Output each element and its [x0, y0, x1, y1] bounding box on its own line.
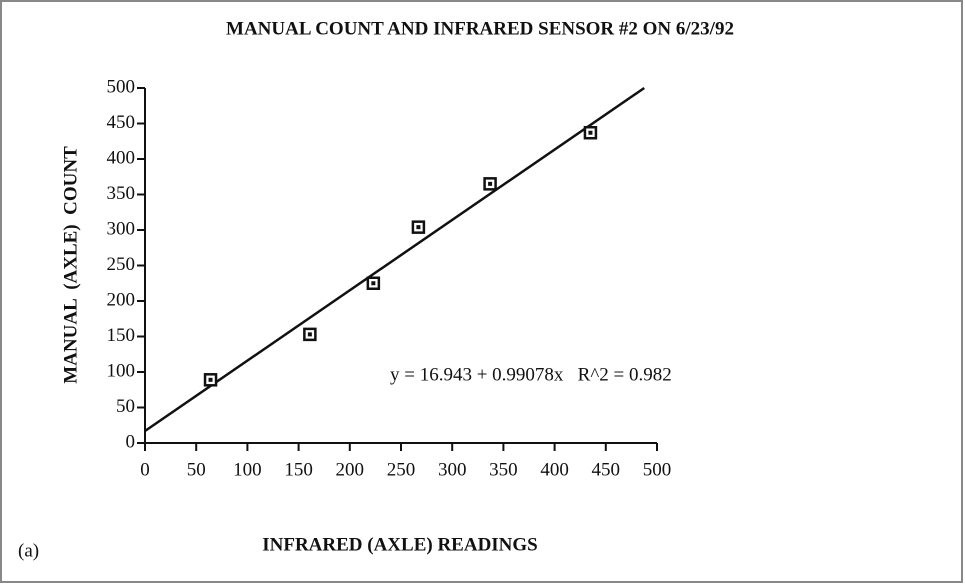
x-tick-label: 500: [643, 459, 672, 480]
x-tick-label: 450: [592, 459, 621, 480]
panel-label: (a): [18, 540, 39, 561]
y-tick-label: 200: [107, 289, 136, 310]
y-tick-label: 100: [107, 360, 136, 381]
x-tick-label: 0: [140, 459, 150, 480]
x-tick-label: 350: [489, 459, 518, 480]
y-axis-label: MANUAL (AXLE) COUNT: [60, 146, 81, 384]
point: [583, 125, 598, 140]
point-dot: [371, 281, 376, 286]
y-tick-label: 50: [116, 396, 135, 417]
point-dot: [208, 377, 213, 382]
y-tick-label: 250: [107, 254, 136, 275]
y-tick-label: 350: [107, 183, 136, 204]
point-dot: [416, 225, 421, 230]
x-tick-label: 250: [387, 459, 416, 480]
x-axis-label: INFRARED (AXLE) READINGS: [262, 534, 538, 555]
point-dot: [588, 130, 593, 135]
point: [203, 373, 218, 387]
annotation: y = 16.943 + 0.99078x R^2 = 0.982: [390, 364, 672, 385]
y-tick-label: 150: [107, 325, 136, 346]
y-tick-label: 500: [107, 76, 136, 97]
point-dot: [488, 181, 493, 186]
fit-line: [144, 86, 645, 433]
x-tick-label: 400: [540, 459, 569, 480]
point: [366, 276, 381, 290]
x-tick-label: 100: [233, 459, 262, 480]
point: [411, 220, 426, 234]
x-tick-label: 300: [438, 459, 467, 480]
point-dot: [307, 332, 312, 337]
point: [483, 177, 497, 191]
chart-title: MANUAL COUNT AND INFRARED SENSOR #2 ON 6…: [226, 18, 734, 39]
y-tick-label: 400: [107, 147, 136, 168]
point: [303, 327, 317, 342]
x-tick-label: 200: [336, 459, 365, 480]
y-tick-label: 300: [107, 218, 136, 239]
x-tick-label: 50: [187, 459, 206, 480]
y-tick-label: 0: [126, 431, 136, 452]
y-tick-label: 450: [107, 112, 136, 133]
x-tick-label: 150: [284, 459, 313, 480]
